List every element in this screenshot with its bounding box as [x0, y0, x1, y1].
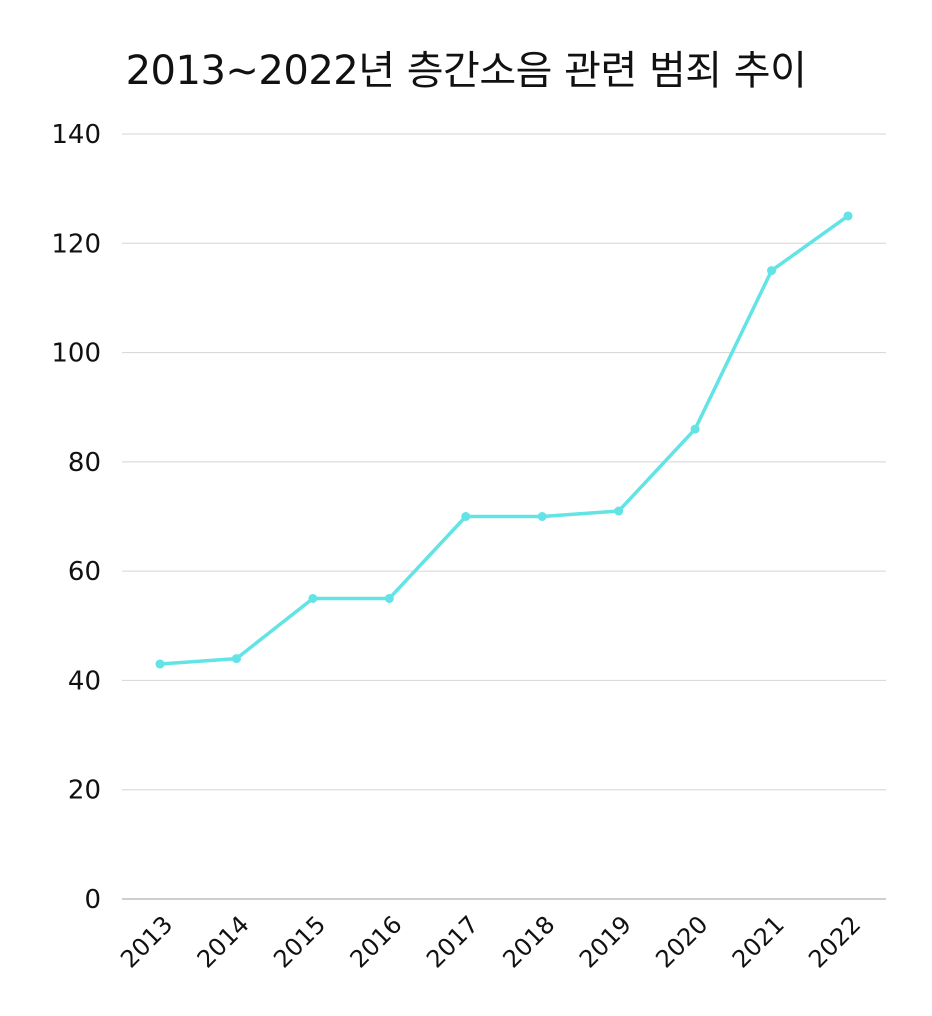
x-tick-label: 2018: [497, 910, 560, 973]
x-tick-label: 2015: [268, 910, 331, 973]
data-point: [843, 211, 853, 221]
y-tick-label: 20: [68, 776, 101, 806]
data-point: [767, 266, 777, 276]
data-point: [231, 654, 241, 664]
x-axis-tick-labels: 2013 2014 2015 2016 2017 2018 2019 2020 2021 2022: [115, 910, 866, 973]
data-point: [690, 424, 700, 434]
x-tick-label: 2021: [727, 910, 790, 973]
x-tick-label: 2016: [345, 910, 408, 973]
y-tick-label: 80: [68, 448, 101, 478]
data-point: [537, 512, 547, 521]
data-point: [155, 659, 165, 669]
x-tick-label: 2020: [650, 910, 713, 973]
data-point: [384, 593, 394, 603]
y-tick-label: 60: [68, 557, 101, 587]
y-axis-tick-labels: 0 20 40 60 80 100 120 140: [51, 120, 101, 915]
x-tick-label: 2017: [421, 910, 484, 973]
series-line-group: [158, 214, 850, 666]
data-point: [614, 506, 624, 516]
x-tick-label: 2022: [803, 910, 866, 973]
y-tick-label: 140: [51, 120, 101, 150]
data-point: [308, 593, 318, 603]
data-points: [155, 211, 853, 669]
series-line: [158, 214, 850, 666]
x-tick-label: 2019: [574, 910, 637, 973]
chart-title: 2013~2022년 층간소음 관련 범죄 추이: [125, 48, 807, 94]
data-point: [461, 512, 471, 521]
y-tick-label: 40: [68, 666, 101, 696]
y-tick-label: 120: [51, 229, 101, 259]
x-tick-label: 2013: [115, 910, 178, 973]
x-tick-label: 2014: [192, 910, 255, 973]
y-tick-label: 0: [84, 885, 101, 915]
y-tick-label: 100: [51, 339, 101, 369]
grid-lines: [122, 133, 886, 791]
